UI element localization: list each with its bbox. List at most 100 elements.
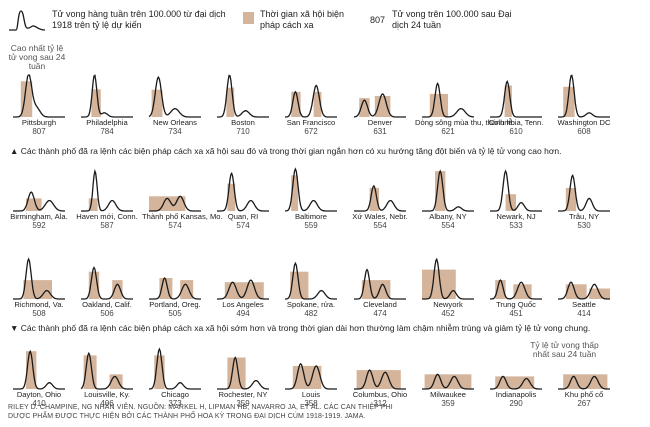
city-deaths-value: 608 xyxy=(577,127,591,136)
city-sparkline xyxy=(285,261,337,300)
city-deaths-value: 574 xyxy=(236,221,250,230)
city-name: Thành phố Kansas, Mo. xyxy=(142,212,223,221)
city-sparkline xyxy=(490,169,542,212)
city-sparkline xyxy=(354,184,406,212)
city-sparkline xyxy=(13,257,65,300)
city-panel: Seattle 414 xyxy=(551,254,617,318)
city-sparkline xyxy=(81,74,133,118)
distancing-bar xyxy=(565,284,587,299)
city-deaths-value: 672 xyxy=(304,127,318,136)
death-rate-line xyxy=(81,168,133,212)
distancing-bar xyxy=(369,187,379,211)
city-panel: Columbia, Tenn. 610 xyxy=(483,72,549,136)
city-panel: Cleveland 474 xyxy=(347,254,413,318)
city-panel: Trâu, NY 530 xyxy=(551,166,617,230)
death-rate-line xyxy=(354,184,406,212)
distancing-bar xyxy=(88,271,100,299)
city-panel: Boston 710 xyxy=(210,72,276,136)
city-panel: Dòng sông mùa thu, thánh lễ. 621 xyxy=(415,72,515,136)
city-panel: Rochester, NY 359 xyxy=(210,344,276,408)
city-panel: Chicago 373 xyxy=(142,344,208,408)
city-sparkline xyxy=(490,279,542,300)
city-name: Xứ Wales, Nebr. xyxy=(352,212,408,221)
city-panel: Xứ Wales, Nebr. 554 xyxy=(347,166,413,230)
city-panel: San Francisco 672 xyxy=(278,72,344,136)
city-name: New Orleans xyxy=(153,118,197,127)
city-deaths-value: 592 xyxy=(32,221,46,230)
city-name: Spokane, rửa. xyxy=(286,300,336,309)
distancing-bar xyxy=(504,85,512,117)
death-rate-line xyxy=(217,279,269,300)
death-rate-line xyxy=(13,257,65,300)
city-deaths-value: 559 xyxy=(304,221,318,230)
distancing-bar xyxy=(20,81,33,117)
distancing-bar xyxy=(180,280,194,299)
death-rate-line xyxy=(285,362,337,390)
distancing-bar xyxy=(495,280,506,299)
city-name: Trâu, NY xyxy=(568,212,600,221)
city-name: Baltimore xyxy=(294,212,328,221)
distancing-bar xyxy=(227,183,236,211)
city-deaths-value: 406 xyxy=(100,399,114,408)
city-name: Chicago xyxy=(161,390,189,399)
death-rate-line xyxy=(490,80,542,118)
death-rate-line xyxy=(354,369,406,390)
credit-line-1: RILEY D. CHAMPINE, NG NHÂN VIÊN. NGUỒN: … xyxy=(8,404,393,411)
city-panel: Thành phố Kansas, Mo. 574 xyxy=(142,166,223,230)
city-sparkline xyxy=(81,266,133,300)
city-deaths-value: 414 xyxy=(577,309,591,318)
city-name: Haven mới, Conn. xyxy=(76,212,138,221)
death-rate-line xyxy=(558,281,610,300)
city-sparkline xyxy=(217,279,269,300)
city-panel: Newark, NJ 533 xyxy=(483,166,549,230)
city-deaths-value: 610 xyxy=(509,127,523,136)
city-sparkline xyxy=(149,347,201,390)
city-panel: Dayton, Ohio 410 xyxy=(6,344,72,408)
city-name: San Francisco xyxy=(286,118,336,127)
city-deaths-value: 530 xyxy=(577,221,591,230)
city-deaths-value: 508 xyxy=(32,309,46,318)
section-note-down: ▼ Các thành phố đã ra lệnh các biện pháp… xyxy=(10,323,591,333)
city-deaths-value: 482 xyxy=(304,309,318,318)
city-sparkline xyxy=(558,74,610,118)
distancing-bar xyxy=(292,365,322,389)
death-rate-line xyxy=(285,84,337,118)
city-sparkline xyxy=(148,76,201,118)
city-panel: Richmond, Va. 508 xyxy=(6,254,72,318)
city-sparkline xyxy=(422,81,474,118)
legend-line-icon xyxy=(9,10,46,31)
city-panel: Khu phố cổ 267 xyxy=(551,344,617,408)
distancing-bar xyxy=(112,280,123,299)
city-deaths-value: 621 xyxy=(441,127,455,136)
city-panel: Spokane, rửa. 482 xyxy=(278,254,344,318)
death-rate-line xyxy=(422,169,474,212)
bottom-note: Tỷ lệ tử vong thấp nhất sau 24 tuần xyxy=(530,340,599,359)
distancing-bar xyxy=(226,87,235,117)
city-deaths-value: 474 xyxy=(373,309,387,318)
city-name: Trung Quốc xyxy=(496,300,536,309)
city-name: Philadelphia xyxy=(86,118,128,127)
legend-bar-swatch xyxy=(243,12,254,24)
city-deaths-value: 734 xyxy=(168,127,182,136)
city-name: Birmingham, Ala. xyxy=(10,212,68,221)
city-deaths-value: 631 xyxy=(373,127,387,136)
city-deaths-value: 554 xyxy=(441,221,455,230)
city-name: Indianapolis xyxy=(495,390,537,399)
city-panel: Philadelphia 784 xyxy=(74,72,140,136)
city-deaths-value: 494 xyxy=(236,309,250,318)
death-rate-line xyxy=(13,349,65,390)
death-rate-line xyxy=(217,171,269,212)
city-name: Newark, NJ xyxy=(496,212,536,221)
city-panel: Birmingham, Ala. 592 xyxy=(6,166,72,230)
legend-number-example: 807 xyxy=(370,15,386,25)
city-name: Louis xyxy=(301,390,321,399)
city-name: Rochester, NY xyxy=(218,390,268,399)
distancing-bar xyxy=(565,187,577,211)
city-panel: Indianapolis 290 xyxy=(483,344,549,408)
city-name: Boston xyxy=(231,118,255,127)
death-rate-line xyxy=(149,195,201,212)
city-panel: New Orleans 734 xyxy=(142,72,208,136)
city-sparkline xyxy=(558,174,610,212)
city-sparkline xyxy=(217,74,269,118)
distancing-bar xyxy=(374,96,391,117)
